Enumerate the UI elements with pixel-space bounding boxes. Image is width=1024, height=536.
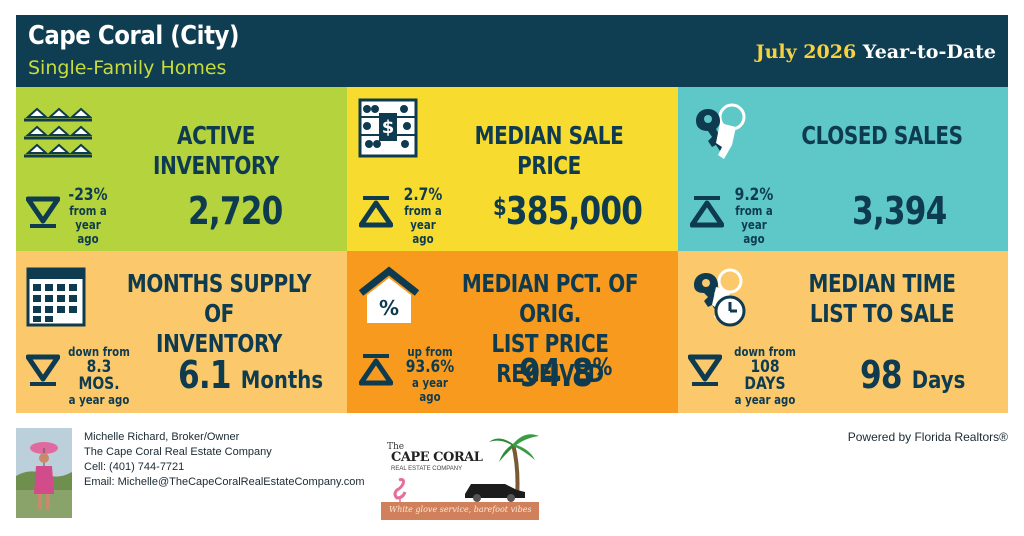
powered-by: Powered by Florida Realtors® [847, 430, 1008, 444]
change-value: 93.6% [405, 357, 455, 377]
change-text: down from 108 DAYS a year ago [722, 345, 808, 407]
metric-value: 6.1 Months [178, 353, 323, 397]
keys-clock-icon [694, 268, 746, 327]
arrow-down-icon [688, 354, 722, 386]
house-percent-icon: % [358, 266, 420, 323]
value-number: 385,000 [505, 189, 643, 233]
value-unit: Days [911, 366, 966, 394]
title-line1: MEDIAN PCT. OF ORIG. [461, 269, 639, 328]
change-sub2: a year ago [412, 376, 448, 404]
agent-name: Michelle Richard, Broker/Owner [84, 431, 240, 443]
value-number: 6.1 [178, 353, 232, 397]
arrow-up-icon [690, 196, 724, 228]
tile-median-sale-price: $ MEDIAN SALE PRICE 2.7% from a year ago… [347, 87, 678, 251]
metric-value: 2,720 [188, 189, 283, 233]
keys-icon [696, 103, 746, 159]
header-banner: Cape Coral (City) Single-Family Homes Ju… [16, 15, 1008, 87]
change-pct: -23% [68, 185, 108, 205]
change-sub1: from a [735, 204, 773, 218]
change-sub2: a year ago [734, 393, 796, 407]
value-unit: % [592, 353, 613, 381]
agent-email[interactable]: Email: Michelle@TheCapeCoralRealEstateCo… [84, 476, 365, 488]
tile-median-time-to-sale: MEDIAN TIME LIST TO SALE down from 108 D… [678, 251, 1008, 413]
value-number: 2,720 [188, 189, 283, 233]
change-value: 8.3 MOS. [78, 357, 120, 394]
title-line2: LIST PRICE RECEIVED [491, 329, 609, 388]
change-sub1: from a [404, 204, 442, 218]
change-pct: 9.2% [734, 185, 774, 205]
tile-title: MEDIAN TIME LIST TO SALE [786, 269, 978, 329]
change-sub1: from a [69, 204, 107, 218]
change-text: 9.2% from a year ago [726, 185, 782, 247]
tile-closed-sales: CLOSED SALES 9.2% from a year ago 3,394 [678, 87, 1008, 251]
company-logo: The CAPE CORAL REAL ESTATE COMPANY White… [381, 428, 539, 520]
tile-title: CLOSED SALES [801, 121, 963, 150]
metric-value: 98 Days [860, 353, 965, 397]
tile-median-pct-list-price: % MEDIAN PCT. OF ORIG. LIST PRICE RECEIV… [347, 251, 678, 413]
metric-value: 94.8% [519, 351, 612, 395]
change-sub2: year ago [741, 218, 767, 246]
value-number: 94.8 [519, 351, 593, 395]
tile-active-inventory: ACTIVE INVENTORY -23% from a year ago 2,… [16, 87, 347, 251]
tile-title: ACTIVE INVENTORY [153, 121, 279, 180]
change-sub2: year ago [75, 218, 101, 246]
agent-cell: Cell: (401) 744-7721 [84, 461, 185, 473]
agent-contact: Michelle Richard, Broker/Owner The Cape … [84, 430, 365, 490]
change-sub2: a year ago [68, 393, 130, 407]
value-unit: Months [240, 366, 324, 394]
title-line2: INVENTORY [156, 329, 282, 358]
value-number: 3,394 [852, 189, 947, 233]
svg-text:$: $ [382, 117, 395, 138]
svg-text:%: % [379, 296, 399, 320]
arrow-up-icon [359, 196, 393, 228]
change-sub1: down from [68, 345, 130, 359]
change-text: up from 93.6% a year ago [395, 345, 465, 404]
abacus-icon: $ [358, 98, 418, 158]
tile-title: MEDIAN SALE PRICE [474, 121, 624, 180]
change-value: 108 DAYS [744, 357, 786, 394]
report-period: July 2026 Year-to-Date [756, 41, 996, 63]
logo-tagline: White glove service, barefoot vibes [389, 505, 532, 514]
title-line2: LIST TO SALE [809, 299, 955, 328]
car-icon [465, 484, 525, 502]
change-text: -23% from a year ago [60, 185, 116, 247]
arrow-down-icon [26, 196, 60, 228]
title-line1: MEDIAN TIME [808, 269, 956, 298]
logo-tagline-bar: White glove service, barefoot vibes [381, 502, 539, 520]
change-text: down from 8.3 MOS. a year ago [60, 345, 138, 407]
metric-value: $385,000 [493, 189, 643, 233]
report-subtitle: Single-Family Homes [28, 57, 227, 79]
arrow-up-icon [359, 354, 393, 386]
logo-sub: REAL ESTATE COMPANY [391, 466, 463, 472]
change-pct: 2.7% [403, 185, 443, 205]
logo-the: The [387, 442, 405, 452]
logo-name: CAPE CORAL [391, 450, 483, 465]
calendar-icon [26, 267, 86, 327]
houses-icon [24, 107, 92, 158]
agent-company: The Cape Coral Real Estate Company [84, 446, 272, 458]
currency-symbol: $ [493, 193, 507, 221]
change-sub1: up from [407, 345, 453, 359]
tile-title: MONTHS SUPPLY OF INVENTORY [117, 269, 320, 359]
period-month: July 2026 [755, 41, 857, 63]
agent-photo [16, 428, 72, 518]
tile-months-supply: MONTHS SUPPLY OF INVENTORY down from 8.3… [16, 251, 347, 413]
change-text: 2.7% from a year ago [395, 185, 451, 247]
metric-value: 3,394 [852, 189, 947, 233]
arrow-down-icon [26, 354, 60, 386]
value-number: 98 [860, 353, 903, 397]
period-label: Year-to-Date [862, 41, 996, 63]
title-line1: MONTHS SUPPLY OF [126, 269, 312, 328]
tile-title: MEDIAN PCT. OF ORIG. LIST PRICE RECEIVED [442, 269, 658, 389]
change-sub1: down from [734, 345, 796, 359]
change-sub2: year ago [410, 218, 436, 246]
report-title: Cape Coral (City) [28, 21, 240, 51]
